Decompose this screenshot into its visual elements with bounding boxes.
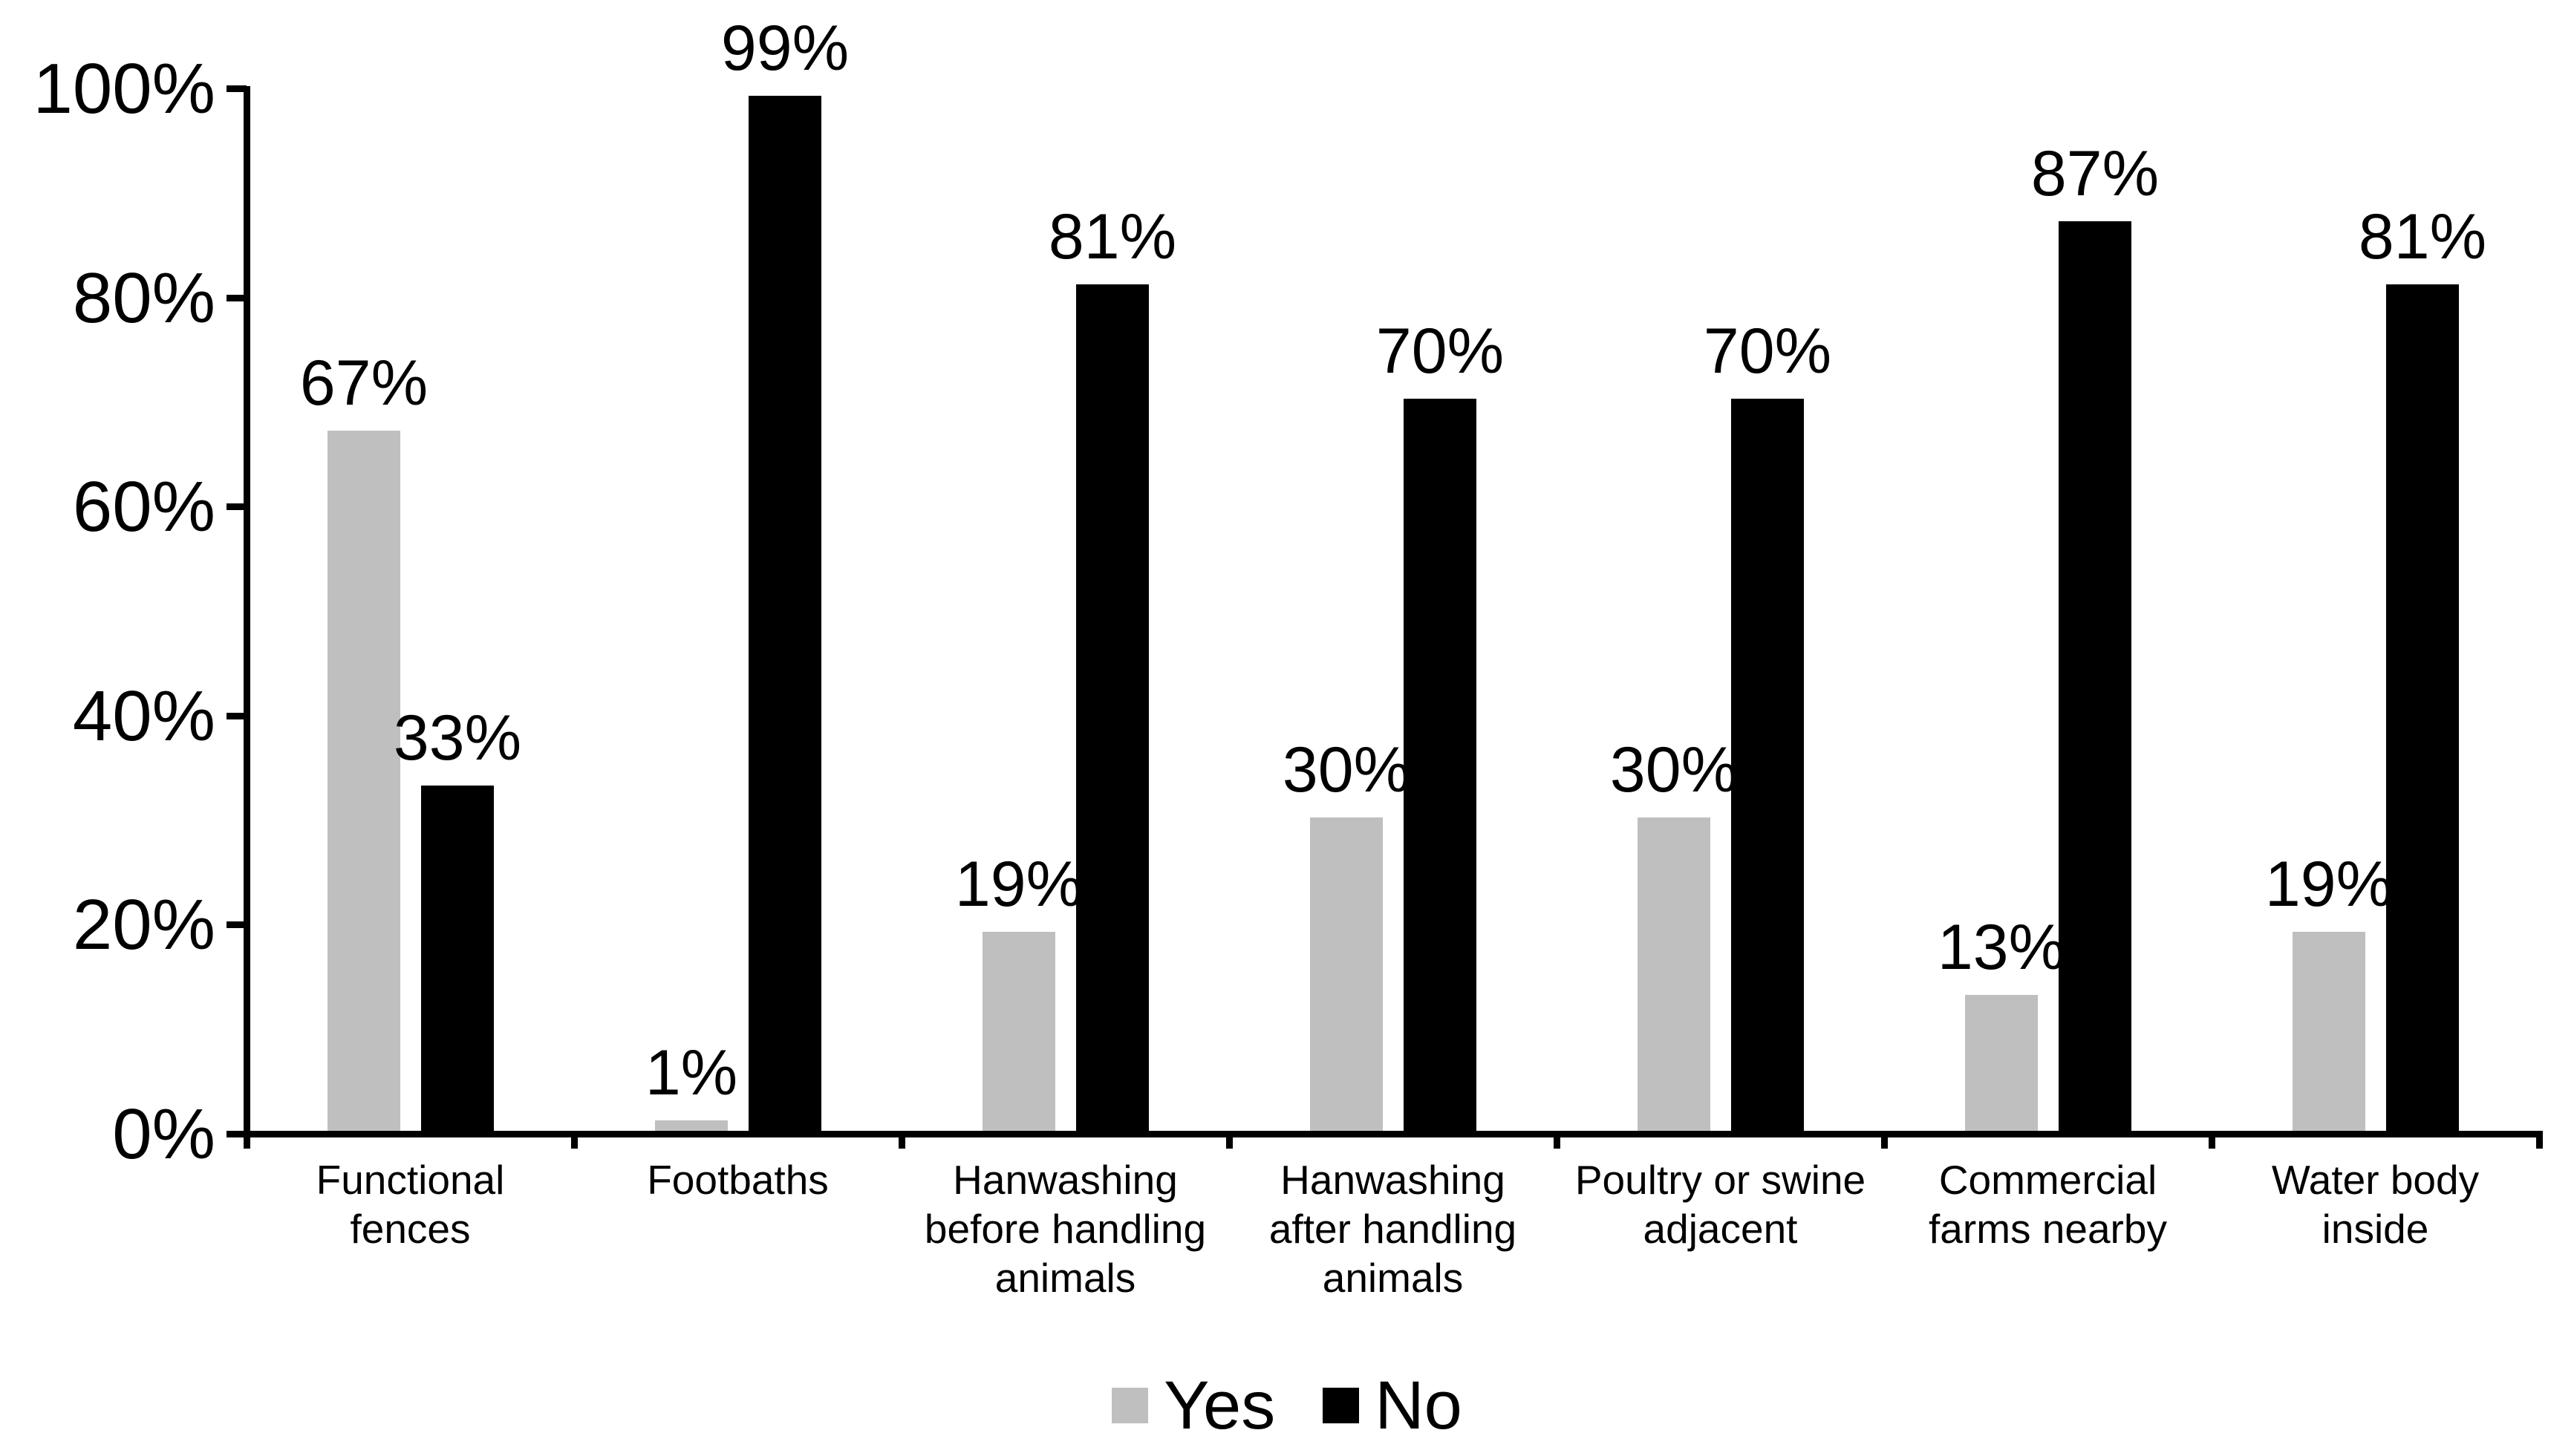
y-axis-tick-label: 0% <box>112 1094 215 1174</box>
bar-value-label: 81% <box>2358 201 2487 272</box>
bar-no <box>2386 284 2459 1131</box>
legend-item-yes: Yes <box>1112 1368 1275 1443</box>
bar-no <box>1076 284 1149 1131</box>
bar-no <box>2059 221 2131 1131</box>
y-axis-tick-label: 100% <box>33 49 215 128</box>
y-axis-line <box>244 86 250 1137</box>
bar-value-label: 87% <box>2030 138 2160 209</box>
x-axis-tick <box>1226 1131 1233 1149</box>
bar-no <box>1731 399 1804 1131</box>
y-axis-tick-label: 80% <box>72 258 215 338</box>
x-axis-tick <box>1554 1131 1560 1149</box>
bar-value-label: 67% <box>299 347 429 419</box>
x-axis-category-label: Water body inside <box>2271 1157 2480 1252</box>
x-axis-tick <box>571 1131 578 1149</box>
x-axis-category-label: Footbaths <box>647 1157 829 1203</box>
bar-value-label: 70% <box>1375 316 1505 387</box>
bar-no <box>421 786 494 1131</box>
y-axis-tick <box>227 712 247 719</box>
legend-label: No <box>1375 1368 1462 1443</box>
bar-yes <box>328 431 400 1131</box>
x-axis-tick <box>1881 1131 1888 1149</box>
bar-yes <box>1965 995 2038 1131</box>
bar-value-label: 19% <box>2264 849 2394 920</box>
x-axis-tick <box>244 1131 250 1149</box>
bar-yes <box>1310 817 1383 1131</box>
bar-yes <box>2293 932 2365 1131</box>
x-axis-tick <box>2536 1131 2543 1149</box>
bar-value-label: 1% <box>645 1037 738 1109</box>
legend-item-no: No <box>1323 1368 1462 1443</box>
legend: Yes No <box>0 1365 2574 1446</box>
y-axis-tick-label: 60% <box>72 467 215 547</box>
x-axis-line <box>227 1131 2543 1137</box>
bar-yes <box>983 932 1055 1131</box>
bar-value-label: 13% <box>1937 912 2066 983</box>
x-axis-category-label: Poultry or swine adjacent <box>1574 1157 1866 1252</box>
bar-no <box>749 96 821 1131</box>
bar-yes <box>1638 817 1710 1131</box>
y-axis-tick <box>227 921 247 929</box>
legend-swatch-yes <box>1112 1388 1149 1423</box>
x-axis-tick <box>2209 1131 2215 1149</box>
bar-value-label: 81% <box>1048 201 1177 272</box>
x-axis-category-label: Hanwashing after handling animals <box>1268 1157 1517 1301</box>
x-axis-category-label: Hanwashing before handling animals <box>924 1157 1207 1301</box>
bar-value-label: 33% <box>393 702 522 774</box>
bar-value-label: 30% <box>1282 734 1411 806</box>
bar-value-label: 30% <box>1609 734 1739 806</box>
bar-yes <box>655 1120 728 1131</box>
y-axis-tick <box>227 85 247 92</box>
bar-value-label: 19% <box>954 849 1084 920</box>
y-axis-tick-label: 20% <box>72 885 215 965</box>
legend-swatch-no <box>1323 1388 1360 1423</box>
y-axis-tick <box>227 294 247 301</box>
x-axis-category-label: Commercial farms nearby <box>1929 1157 2167 1252</box>
x-axis-category-label: Functional fences <box>316 1157 505 1252</box>
y-axis-tick <box>227 1131 247 1137</box>
y-axis-tick <box>227 503 247 511</box>
y-axis-tick-label: 40% <box>72 676 215 756</box>
bar-no <box>1404 399 1476 1131</box>
x-axis-tick <box>899 1131 905 1149</box>
bar-value-label: 99% <box>720 13 850 84</box>
bar-value-label: 70% <box>1703 316 1832 387</box>
legend-label: Yes <box>1164 1368 1276 1443</box>
